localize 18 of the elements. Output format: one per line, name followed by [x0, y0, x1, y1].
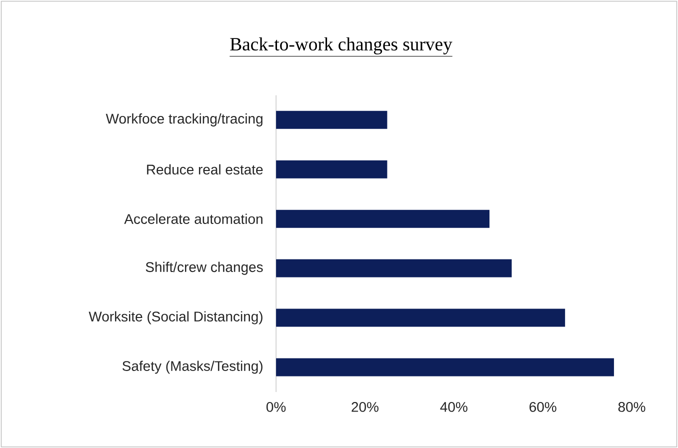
chart-title: Back-to-work changes survey [230, 37, 452, 54]
bar [276, 210, 490, 228]
bar [276, 110, 388, 129]
y-tick-label: Worksite (Social Distancing) [88, 311, 262, 324]
y-tick-label: Safety (Masks/Testing) [122, 360, 262, 374]
x-tick-label: 60% [530, 402, 556, 412]
x-tick-label: 40% [440, 402, 468, 412]
x-tick-label: 20% [352, 402, 378, 412]
y-tick-label: Workfoce tracking/tracing [106, 113, 262, 126]
bar [276, 160, 388, 178]
x-tick-label: 80% [618, 402, 646, 412]
y-tick-label: Shift/crew changes [146, 262, 263, 275]
y-tick-label: Accelerate automation [124, 214, 262, 224]
bar [276, 308, 566, 327]
bar [276, 358, 614, 376]
bar [276, 259, 512, 278]
y-tick-label: Reduce real estate [147, 164, 263, 174]
x-tick-label: 0% [266, 402, 286, 412]
